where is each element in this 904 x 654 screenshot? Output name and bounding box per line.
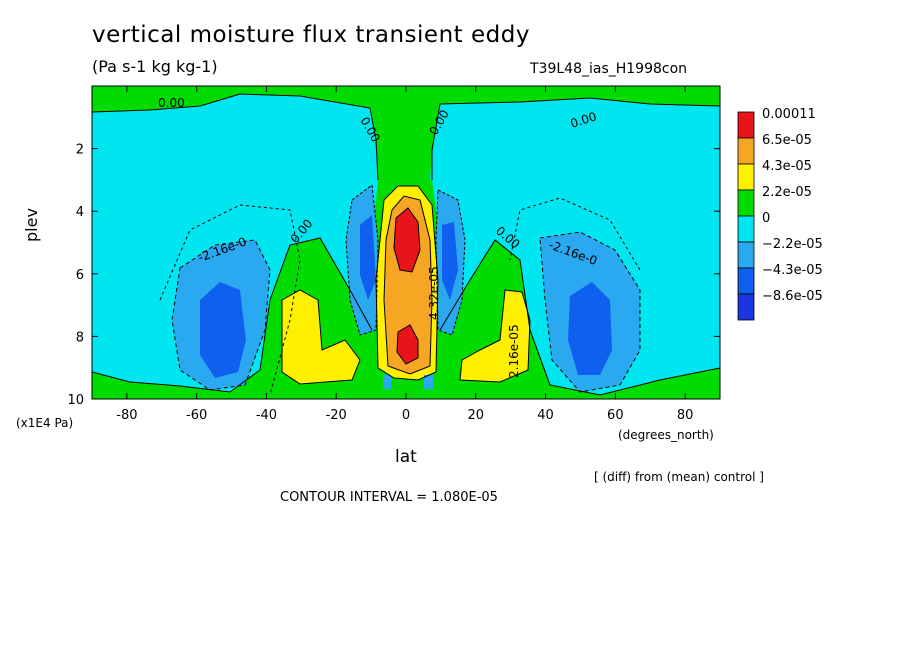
x-tick-label: 20	[468, 408, 485, 423]
contour-field	[92, 86, 720, 399]
pos-contour-right	[459, 289, 531, 383]
y-tick-label: 2	[76, 143, 84, 158]
right-negative-core	[568, 282, 612, 375]
axis-ticks: -80 -60 -40 -20 0 20 40 60 80 2 4 6 8 10	[67, 86, 720, 423]
pos-contour-left	[281, 289, 361, 385]
colorbar-label: 0	[762, 211, 770, 226]
colorbar-label: −8.6e-05	[762, 289, 823, 304]
right-positive-lobe	[460, 290, 530, 382]
colorbar-swatch	[737, 111, 755, 139]
y-axis-unit: (x1E4 Pa)	[16, 416, 74, 430]
colorbar-swatch	[737, 267, 755, 295]
zero-contour-upper-left	[92, 93, 379, 181]
colorbar-label: 0.00011	[762, 107, 816, 122]
colorbar-label: 6.5e-05	[762, 133, 812, 148]
colorbar-label: 2.2e-05	[762, 185, 812, 200]
colorbar-swatch	[737, 293, 755, 321]
max-contour-upper	[393, 207, 421, 273]
colorbar-swatch	[737, 215, 755, 243]
x-tick-label: 40	[537, 408, 554, 423]
small-patch-right	[424, 375, 433, 389]
colorbar-swatch	[737, 241, 755, 269]
contour-label: 4.32e-05	[427, 266, 441, 320]
x-axis-unit: (degrees_north)	[618, 428, 714, 442]
x-tick-label: -60	[186, 408, 207, 423]
neg-contour-left	[171, 239, 271, 391]
colorbar-swatch	[737, 163, 755, 191]
contour-label: 2.16e-05	[507, 324, 521, 378]
dash-contour-right	[509, 197, 641, 271]
top-positive-band	[92, 86, 720, 180]
y-tick-label: 10	[67, 393, 84, 408]
upper-max	[394, 208, 420, 272]
colorbar-label: −2.2e-05	[762, 237, 823, 252]
central-contour-1	[375, 185, 439, 381]
diff-note: [ (diff) from (mean) control ]	[594, 470, 764, 484]
contour-label: 0.00	[158, 96, 185, 110]
inner-negative-core-left	[360, 215, 376, 300]
central-contour-2	[383, 195, 433, 375]
x-tick-label: -80	[116, 408, 137, 423]
zero-contour-upper-right	[431, 97, 720, 180]
x-tick-label: -20	[326, 408, 347, 423]
x-tick-label: 60	[607, 408, 624, 423]
max-contour-lower	[396, 324, 419, 365]
colorbar-swatch	[737, 189, 755, 217]
x-axis-label: lat	[395, 447, 417, 467]
inner-neg-right	[435, 189, 466, 336]
zero-contour-left	[92, 237, 373, 393]
small-patch-left	[383, 375, 391, 389]
colorbar-label: −4.3e-05	[762, 263, 823, 278]
inner-negative-core-right	[442, 222, 458, 300]
left-positive-lobe	[282, 290, 360, 384]
lower-max	[397, 325, 418, 364]
run-name: T39L48_ias_H1998con	[530, 61, 688, 77]
y-tick-label: 6	[76, 268, 84, 283]
colorbar-label: 4.3e-05	[762, 159, 812, 174]
dash-contour-left	[159, 204, 301, 396]
colorbar-swatch	[737, 137, 755, 165]
x-tick-label: 80	[677, 408, 694, 423]
bottom-positive-band	[92, 238, 720, 399]
colorbar: 0.00011 6.5e-05 4.3e-05 2.2e-05 0 −2.2e-05 −4.…	[737, 107, 823, 321]
x-tick-label: 0	[402, 408, 410, 423]
contour-lines	[92, 93, 720, 396]
left-negative-core	[200, 282, 246, 378]
x-tick-label: -40	[256, 408, 277, 423]
chart-units: (Pa s-1 kg kg-1)	[92, 57, 218, 76]
y-tick-label: 8	[76, 330, 84, 345]
y-tick-label: 4	[76, 205, 84, 220]
chart-title: vertical moisture flux transient eddy	[92, 22, 530, 48]
contour-interval: CONTOUR INTERVAL = 1.080E-05	[280, 490, 498, 505]
